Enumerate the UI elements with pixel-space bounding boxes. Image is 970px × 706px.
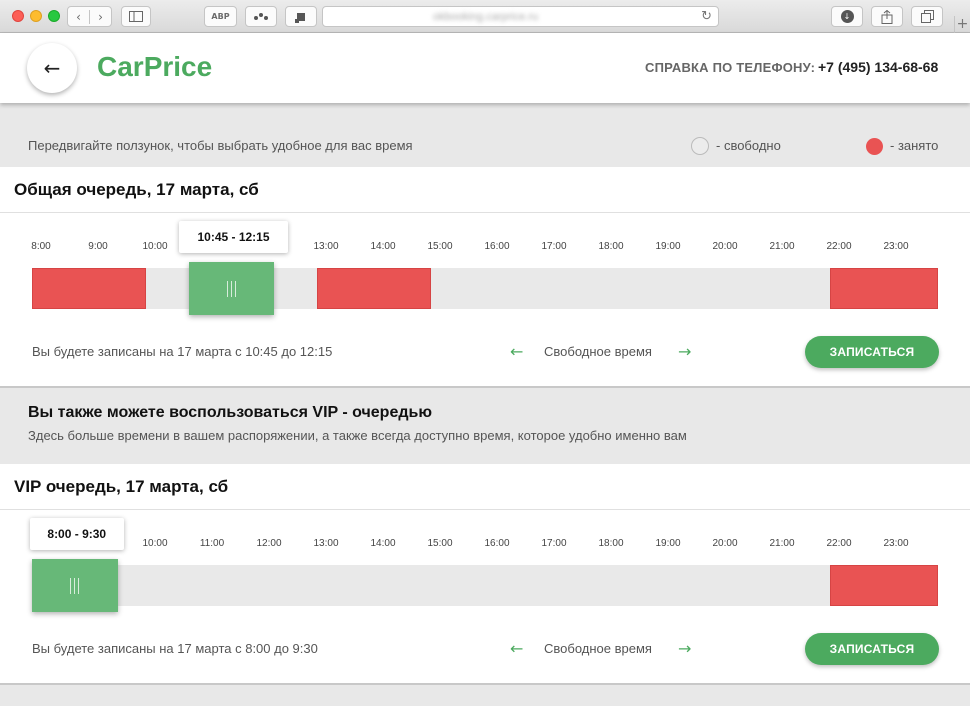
vip-book-button[interactable]: ЗАПИСАТЬСЯ bbox=[805, 633, 939, 665]
forward-nav-icon[interactable]: › bbox=[89, 9, 111, 24]
hour-tick-label: 13:00 bbox=[313, 241, 339, 252]
logo[interactable]: CarPrice bbox=[97, 51, 213, 82]
hour-tick-label: 10:00 bbox=[142, 241, 168, 252]
prev-free-time-icon[interactable]: ← bbox=[510, 639, 524, 658]
general-book-button[interactable]: ЗАПИСАТЬСЯ bbox=[805, 336, 939, 368]
vip-info-subtitle: Здесь больше времени в вашем распоряжени… bbox=[28, 428, 687, 443]
hour-tick-label: 22:00 bbox=[826, 241, 852, 252]
tabs-icon bbox=[920, 10, 934, 23]
general-booking-summary: Вы будете записаны на 17 марта с 10:45 д… bbox=[32, 344, 333, 359]
hour-tick-label: 14:00 bbox=[370, 241, 396, 252]
hour-tick-label: 21:00 bbox=[769, 241, 795, 252]
nav-buttons: ‹ › bbox=[67, 6, 112, 27]
address-bar[interactable]: okbooking.carprice.ru ↻ bbox=[322, 6, 719, 27]
legend-busy-dot bbox=[866, 138, 883, 155]
hour-tick-label: 15:00 bbox=[427, 241, 453, 252]
hour-tick-label: 17:00 bbox=[541, 241, 567, 252]
zoom-window-button[interactable] bbox=[48, 10, 60, 22]
phone-number[interactable]: +7 (495) 134-68-68 bbox=[818, 59, 939, 75]
section-divider bbox=[0, 509, 970, 510]
hour-tick-label: 23:00 bbox=[883, 241, 909, 252]
hour-tick-label: 19:00 bbox=[655, 241, 681, 252]
hour-tick-label: 20:00 bbox=[712, 241, 738, 252]
busy-slot bbox=[830, 565, 939, 606]
section-divider bbox=[0, 212, 970, 213]
hour-tick-label: 15:00 bbox=[427, 538, 453, 549]
vip-free-time-nav: ← Свободное время → bbox=[510, 639, 700, 659]
arrow-left-icon: ← bbox=[43, 56, 61, 80]
sidebar-icon bbox=[129, 11, 143, 22]
general-timeline-track[interactable] bbox=[32, 262, 939, 315]
section-shadow bbox=[0, 683, 970, 685]
general-selected-time-tooltip: 10:45 - 12:15 bbox=[178, 221, 289, 253]
hour-tick-label: 13:00 bbox=[313, 538, 339, 549]
hour-tick-label: 17:00 bbox=[541, 538, 567, 549]
hour-tick-label: 23:00 bbox=[883, 538, 909, 549]
busy-slot bbox=[317, 268, 431, 309]
free-time-label: Свободное время bbox=[544, 344, 652, 359]
hour-tick-label: 18:00 bbox=[598, 538, 624, 549]
general-queue-section: Общая очередь, 17 марта, сб 8:00 9:00 10:0… bbox=[0, 167, 970, 386]
extension-icon bbox=[254, 12, 268, 20]
general-free-time-nav: ← Свободное время → bbox=[510, 342, 700, 362]
legend-free-label: - свободно bbox=[716, 138, 781, 153]
slider-hint: Передвигайте ползунок, чтобы выбрать удо… bbox=[28, 138, 413, 153]
hour-tick-label: 19:00 bbox=[655, 538, 681, 549]
share-icon bbox=[881, 9, 893, 24]
next-free-time-icon[interactable]: → bbox=[678, 639, 692, 658]
hour-tick-label: 18:00 bbox=[598, 241, 624, 252]
vip-timeline-track[interactable] bbox=[32, 559, 939, 612]
hour-tick-label: 10:00 bbox=[142, 538, 168, 549]
download-icon: ↓ bbox=[840, 10, 854, 23]
legend-free-dot bbox=[691, 137, 709, 155]
minimize-window-button[interactable] bbox=[30, 10, 42, 22]
reload-icon[interactable]: ↻ bbox=[701, 9, 712, 24]
time-slider-handle[interactable] bbox=[32, 559, 118, 612]
drag-grip-icon bbox=[70, 577, 80, 594]
section-shadow bbox=[0, 386, 970, 388]
hour-tick-label: 14:00 bbox=[370, 538, 396, 549]
prev-free-time-icon[interactable]: ← bbox=[510, 342, 524, 361]
vip-info-title: Вы также можете воспользоваться VIP - оч… bbox=[28, 404, 433, 421]
tab-overview-button[interactable] bbox=[911, 6, 943, 27]
busy-slot bbox=[830, 268, 939, 309]
extension-button-2[interactable] bbox=[285, 6, 317, 27]
hour-tick-label: 11:00 bbox=[199, 538, 225, 549]
legend-busy-label: - занято bbox=[890, 138, 939, 153]
vip-queue-section: VIP очередь, 17 марта, сб 8:0010:0011:00… bbox=[0, 464, 970, 683]
puzzle-icon bbox=[295, 12, 305, 23]
busy-slot bbox=[32, 268, 146, 309]
hour-tick-label: 22:00 bbox=[826, 538, 852, 549]
vip-booking-summary: Вы будете записаны на 17 марта с 8:00 до… bbox=[32, 641, 318, 656]
close-window-button[interactable] bbox=[12, 10, 24, 22]
vip-selected-time-tooltip: 8:00 - 9:30 bbox=[29, 518, 124, 550]
next-free-time-icon[interactable]: → bbox=[678, 342, 692, 361]
phone-label: СПРАВКА ПО ТЕЛЕФОНУ: bbox=[645, 60, 816, 75]
hour-tick-label: 8:00 bbox=[31, 241, 51, 252]
extension-button[interactable] bbox=[245, 6, 277, 27]
drag-grip-icon bbox=[227, 280, 236, 297]
url-text: okbooking.carprice.ru bbox=[433, 11, 539, 23]
hour-tick-label: 16:00 bbox=[484, 538, 510, 549]
free-time-label: Свободное время bbox=[544, 641, 652, 656]
downloads-button[interactable]: ↓ bbox=[831, 6, 863, 27]
adblock-icon: ABP bbox=[211, 12, 230, 21]
hour-tick-label: 12:00 bbox=[256, 538, 282, 549]
new-tab-icon[interactable]: + bbox=[954, 16, 970, 33]
general-queue-title: Общая очередь, 17 марта, сб bbox=[14, 180, 259, 199]
back-nav-icon[interactable]: ‹ bbox=[76, 9, 81, 24]
hour-tick-label: 20:00 bbox=[712, 538, 738, 549]
sidebar-toggle-button[interactable] bbox=[121, 6, 151, 27]
vip-queue-title: VIP очередь, 17 марта, сб bbox=[14, 477, 229, 496]
browser-toolbar: ‹ › ABP okbooking.carprice.ru ↻ ↓ + bbox=[0, 0, 970, 33]
adblock-extension-button[interactable]: ABP bbox=[204, 6, 237, 27]
hour-tick-label: 9:00 bbox=[88, 241, 108, 252]
hour-tick-label: 21:00 bbox=[769, 538, 795, 549]
site-header: ← CarPrice СПРАВКА ПО ТЕЛЕФОНУ: +7 (495)… bbox=[0, 33, 970, 103]
hour-tick-label: 16:00 bbox=[484, 241, 510, 252]
time-slider-handle[interactable] bbox=[188, 262, 275, 315]
share-button[interactable] bbox=[871, 6, 903, 27]
back-button[interactable]: ← bbox=[27, 43, 77, 93]
